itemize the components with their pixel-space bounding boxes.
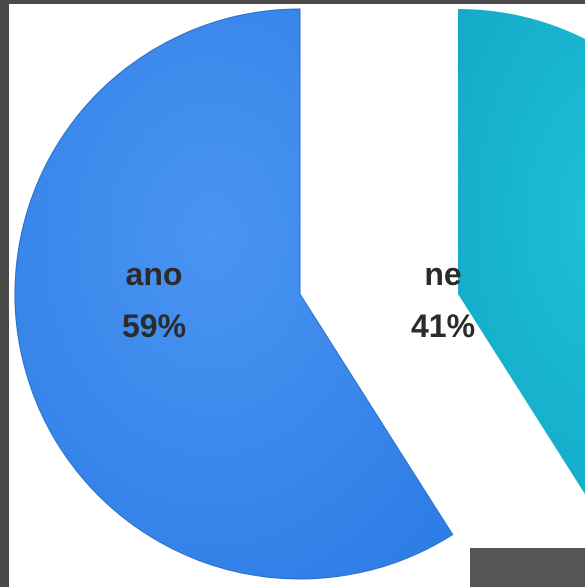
slice-category-label-ne: ne (424, 256, 461, 292)
slice-percent-label-ano: 59% (122, 308, 186, 344)
slice-percent-label-ne: 41% (411, 308, 475, 344)
corner-overlay (470, 548, 585, 587)
pie-slice-ne (458, 9, 585, 495)
pie-slice-ano (14, 8, 454, 580)
slice-category-label-ano: ano (126, 256, 183, 292)
